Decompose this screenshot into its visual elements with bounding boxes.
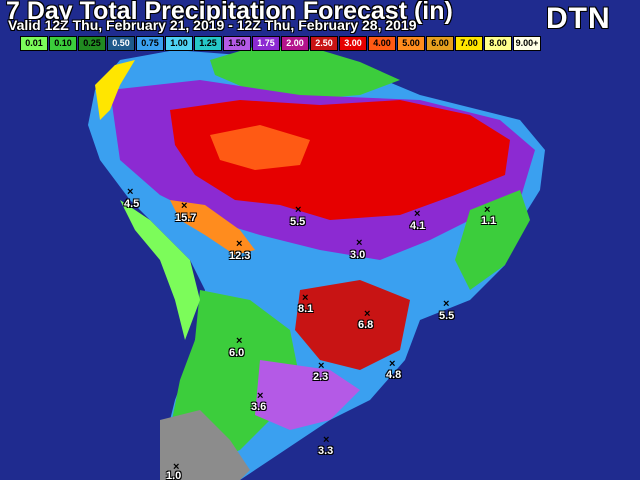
city-value: 8.1 bbox=[298, 303, 314, 315]
city-value: 5.5 bbox=[439, 310, 455, 322]
city-value: 3.0 bbox=[350, 249, 366, 261]
east-green-coast bbox=[455, 190, 530, 290]
legend-swatch: 3.00 bbox=[339, 36, 367, 51]
orange-patch-north bbox=[210, 125, 310, 170]
city-marker: × bbox=[323, 434, 330, 446]
city-marker: × bbox=[127, 186, 134, 198]
legend-swatch: 0.50 bbox=[107, 36, 135, 51]
city-value: 3.3 bbox=[318, 445, 334, 457]
legend-swatch: 1.75 bbox=[252, 36, 280, 51]
city-value: 5.5 bbox=[290, 216, 306, 228]
city-value: 2.3 bbox=[313, 371, 329, 383]
map-subtitle: Valid 12Z Thu, February 21, 2019 - 12Z T… bbox=[8, 17, 417, 33]
city-marker: × bbox=[173, 461, 180, 473]
city-marker: × bbox=[257, 390, 264, 402]
city-marker: × bbox=[236, 335, 243, 347]
city-marker: × bbox=[356, 237, 363, 249]
legend-swatch: 1.50 bbox=[223, 36, 251, 51]
city-value: 1.0 bbox=[166, 470, 182, 480]
city-value: 4.8 bbox=[386, 369, 402, 381]
legend-swatch: 0.10 bbox=[49, 36, 77, 51]
legend-swatch: 0.01 bbox=[20, 36, 48, 51]
city-marker: × bbox=[236, 238, 243, 250]
city-value: 3.6 bbox=[251, 401, 267, 413]
city-marker: × bbox=[181, 200, 188, 212]
pacific-green-fringe bbox=[120, 200, 200, 340]
legend-swatch: 6.00 bbox=[426, 36, 454, 51]
city-value: 15.7 bbox=[175, 212, 197, 224]
city-marker: × bbox=[443, 298, 450, 310]
legend-swatch: 4.00 bbox=[368, 36, 396, 51]
legend-swatch: 0.75 bbox=[136, 36, 164, 51]
legend-swatch: 7.00 bbox=[455, 36, 483, 51]
city-value: 1.1 bbox=[481, 215, 497, 227]
legend-swatch: 8.00 bbox=[484, 36, 512, 51]
city-marker: × bbox=[364, 308, 371, 320]
legend-swatch: 2.50 bbox=[310, 36, 338, 51]
legend-swatch: 0.25 bbox=[78, 36, 106, 51]
map-title: 7 Day Total Precipitation Forecast (in) bbox=[6, 0, 453, 25]
andes-yellow-streak bbox=[95, 60, 135, 120]
legend-swatch: 1.00 bbox=[165, 36, 193, 51]
city-marker: × bbox=[295, 204, 302, 216]
legend-swatch: 2.00 bbox=[281, 36, 309, 51]
legend-swatch: 1.25 bbox=[194, 36, 222, 51]
orange-patch-andes bbox=[170, 200, 255, 255]
south-red-patch bbox=[295, 280, 410, 370]
city-value: 6.0 bbox=[229, 347, 245, 359]
city-marker: × bbox=[389, 358, 396, 370]
city-marker: × bbox=[484, 204, 491, 216]
city-value: 4.1 bbox=[410, 220, 426, 232]
southern-purple-region bbox=[255, 360, 360, 430]
city-marker: × bbox=[318, 360, 325, 372]
city-value: 4.5 bbox=[124, 198, 140, 210]
city-marker: × bbox=[414, 208, 421, 220]
city-value: 12.3 bbox=[229, 250, 251, 262]
dtn-logo: DTN bbox=[546, 2, 611, 35]
city-marker: × bbox=[302, 292, 309, 304]
legend-swatch: 5.00 bbox=[397, 36, 425, 51]
north-green-region bbox=[210, 45, 400, 100]
patagonia-gray bbox=[160, 410, 250, 480]
precipitation-legend: 0.01 0.10 0.25 0.50 0.75 1.00 1.25 1.50 1.75 2.00… bbox=[20, 36, 541, 51]
legend-swatch: 9.00+ bbox=[513, 36, 541, 51]
city-value: 6.8 bbox=[358, 319, 374, 331]
